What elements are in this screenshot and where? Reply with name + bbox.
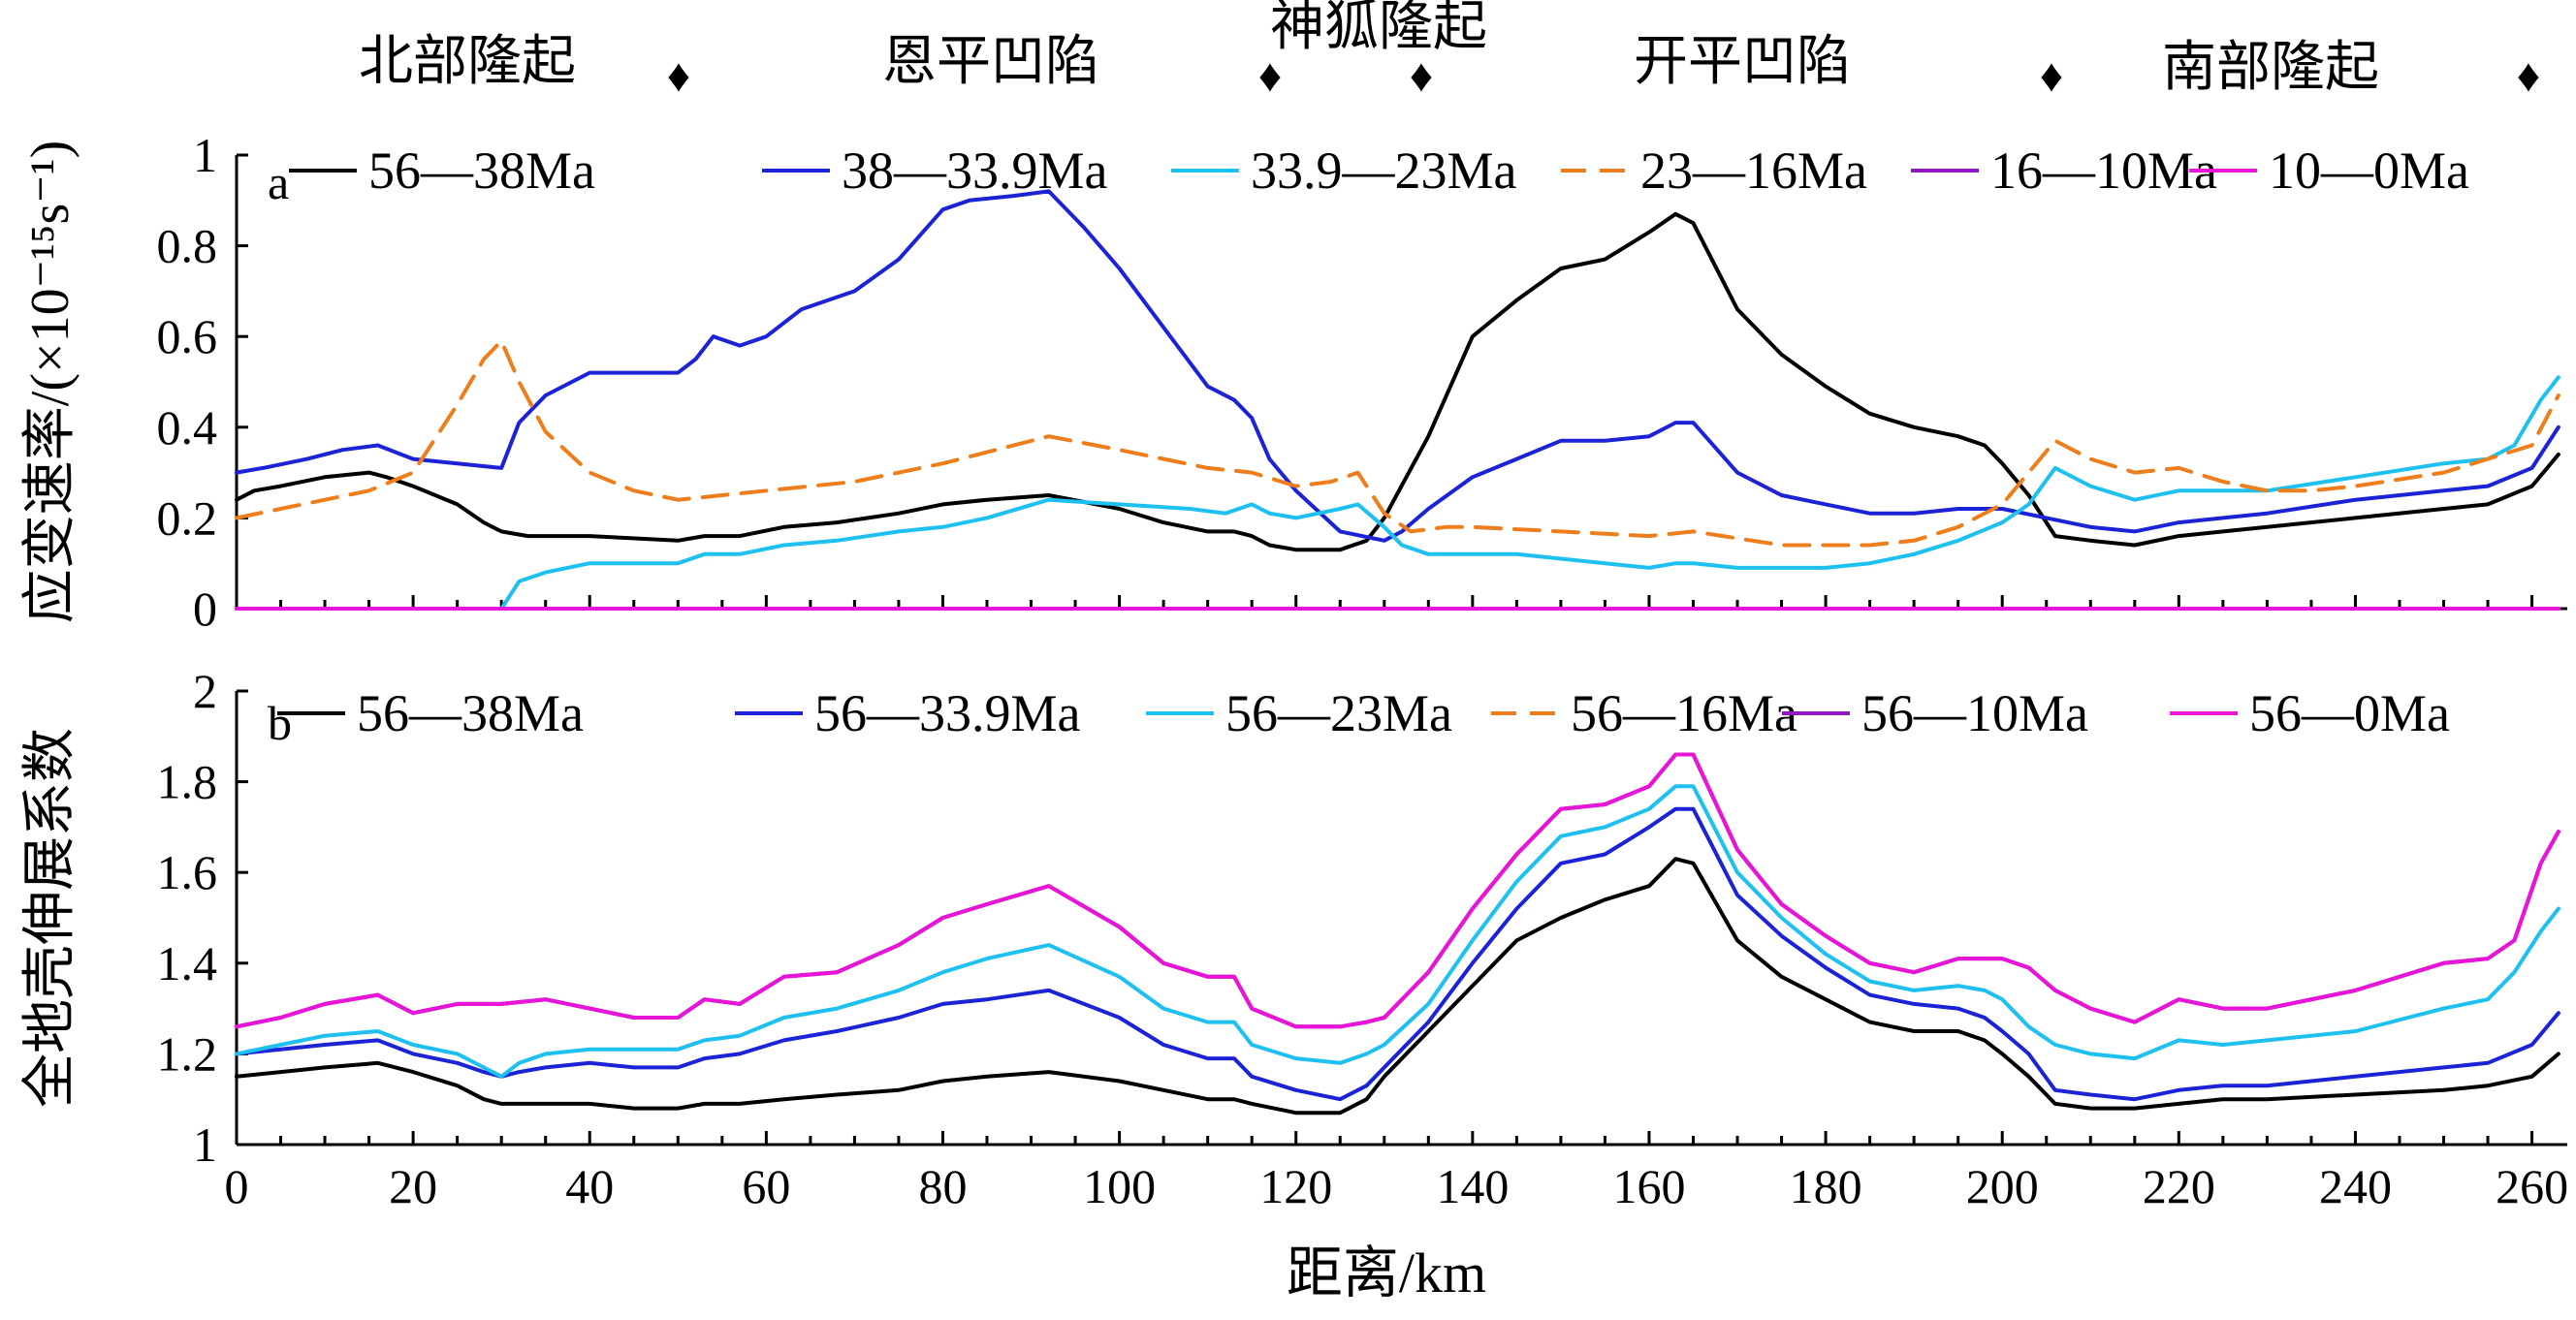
y-tick-label: 0.4 (157, 400, 218, 455)
y-tick-label: 0.8 (157, 219, 218, 273)
x-tick-label: 200 (1966, 1159, 2039, 1213)
panel-b: 11.21.41.61.820 20 40 60 80 100 120 140 160 180 20… (20, 664, 2568, 1213)
legend-label: 56—0Ma (2249, 684, 2450, 742)
boundary-marker-1: ♦ (667, 50, 691, 102)
series-line (235, 189, 2560, 543)
y-tick-label: 2 (193, 664, 217, 718)
region-label-kaiping-sag: 开平凹陷 (1634, 32, 1851, 92)
legend-label: 10—0Ma (2269, 141, 2469, 200)
series-line (235, 338, 2560, 548)
x-tick-label: 180 (1790, 1159, 1862, 1213)
x-tick-label: 0 (225, 1159, 249, 1213)
boundary-marker-5: ♦ (2517, 50, 2541, 102)
boundary-marker-2: ♦ (1258, 50, 1283, 102)
legend-label: 23—16Ma (1640, 141, 1867, 200)
x-tick-label: 60 (742, 1159, 790, 1213)
legend-label: 56—16Ma (1571, 684, 1797, 742)
x-tick-label: 20 (389, 1159, 437, 1213)
panel-letter: b (268, 696, 292, 750)
legend-label: 56—38Ma (357, 684, 584, 742)
x-tick-label: 220 (2143, 1159, 2215, 1213)
x-tick-label: 80 (918, 1159, 967, 1213)
legend-label: 38—33.9Ma (842, 141, 1108, 200)
y-tick-label: 1 (193, 1117, 217, 1172)
series-line (499, 375, 2560, 611)
x-tick-label: 240 (2319, 1159, 2392, 1213)
y-axis-title: 应变速率/(×10⁻¹⁵s⁻¹) (20, 141, 80, 623)
x-tick-label: 40 (565, 1159, 614, 1213)
legend-label: 56—23Ma (1225, 684, 1452, 742)
x-tick-label: 260 (2496, 1159, 2568, 1213)
legend-label: 16—10Ma (1990, 141, 2217, 200)
boundary-marker-4: ♦ (2040, 50, 2064, 102)
y-tick-label: 1.8 (157, 755, 218, 809)
y-tick-label: 1 (193, 128, 217, 182)
legend-label: 56—33.9Ma (814, 684, 1081, 742)
legend-label: 56—10Ma (1861, 684, 2088, 742)
legend-label: 56—38Ma (368, 141, 595, 200)
x-tick-label: 160 (1612, 1159, 1685, 1213)
region-labels: 北部隆起 恩平凹陷 神狐隆起 开平凹陷 南部隆起 ♦ ♦ ♦ ♦ ♦ (359, 0, 2540, 102)
region-label-north-uplift: 北部隆起 (359, 32, 576, 92)
series-line (235, 857, 2560, 1116)
series-line (235, 752, 2560, 1029)
x-tick-label: 140 (1436, 1159, 1509, 1213)
x-axis-title: 距离/km (1287, 1241, 1486, 1304)
x-tick-label: 120 (1259, 1159, 1332, 1213)
region-label-enping-sag: 恩平凹陷 (882, 32, 1099, 92)
chart-panels: 0 0.2 0.4 0.6 0.8 1 应变速率/(×10⁻¹⁵s⁻¹) a 56—38Ma 38… (20, 128, 2568, 1213)
y-tick-label: 0.6 (157, 309, 218, 363)
panel-a: 0 0.2 0.4 0.6 0.8 1 应变速率/(×10⁻¹⁵s⁻¹) a 56—38Ma 38… (20, 128, 2567, 636)
legend-label: 33.9—23Ma (1251, 141, 1517, 200)
series-line (235, 752, 2560, 1029)
y-tick-label: 0.2 (157, 490, 218, 545)
series-line (235, 784, 2560, 1079)
y-tick-label: 1.2 (157, 1026, 218, 1081)
y-tick-label: 1.4 (157, 936, 218, 990)
series-line (235, 806, 2560, 1102)
y-tick-label: 0 (193, 581, 217, 636)
series-line (235, 211, 2560, 552)
boundary-marker-3: ♦ (1410, 50, 1434, 102)
region-label-shenhu-uplift: 神狐隆起 (1270, 0, 1487, 57)
region-label-south-uplift: 南部隆起 (2162, 38, 2379, 98)
y-axis-title: 全地壳伸展系数 (20, 728, 80, 1108)
y-tick-label: 1.6 (157, 845, 218, 899)
series-line (235, 752, 2560, 1029)
panel-letter: a (268, 155, 289, 209)
x-tick-label: 100 (1083, 1159, 1156, 1213)
